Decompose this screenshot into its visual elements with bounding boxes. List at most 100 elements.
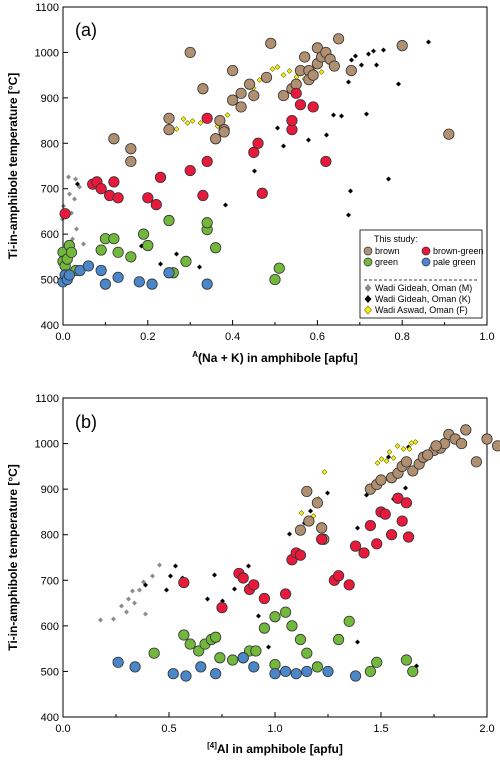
- panel-label: (b): [75, 412, 97, 432]
- data-point: [112, 271, 124, 283]
- series-green: [148, 606, 419, 678]
- x-axis-label-main: Al in amphibole [apfu]: [217, 742, 343, 756]
- y-tick-label: 700: [41, 184, 59, 196]
- data-point: [59, 208, 71, 220]
- y-tick-label: 400: [41, 320, 59, 332]
- y-tick-label: 600: [41, 621, 59, 633]
- data-point: [163, 112, 175, 124]
- data-point: [146, 278, 158, 290]
- data-point: [210, 242, 222, 254]
- data-point: [195, 661, 207, 673]
- y-tick-label: 500: [41, 666, 59, 678]
- legend-box: [359, 229, 483, 319]
- data-point: [180, 670, 192, 682]
- y-tick-label: 500: [41, 275, 59, 287]
- data-point: [322, 665, 334, 678]
- data-point: [320, 155, 332, 168]
- data-point: [197, 83, 209, 95]
- x-tick-label: 1.0: [267, 723, 282, 735]
- data-point: [290, 87, 302, 99]
- data-point: [279, 606, 292, 618]
- data-point: [180, 255, 192, 267]
- data-point: [430, 440, 442, 452]
- y-tick-label: 800: [41, 530, 59, 542]
- data-point: [210, 668, 222, 680]
- y-tick-label: 700: [41, 575, 59, 587]
- y-tick-label: 1000: [35, 47, 59, 59]
- x-axis-label-superscript: [4]: [207, 741, 217, 750]
- data-point: [371, 656, 383, 668]
- y-axis-label: Ti-in-amphibole temperature [°C]: [6, 73, 20, 260]
- diamond-marker-icon: [98, 562, 162, 623]
- y-tick-label: 1100: [35, 393, 59, 405]
- data-point: [290, 668, 302, 680]
- data-point: [74, 264, 86, 277]
- data-point: [125, 143, 137, 155]
- data-point: [184, 46, 196, 59]
- data-point: [108, 176, 120, 188]
- data-point: [385, 529, 398, 541]
- data-point: [112, 656, 124, 668]
- data-point: [265, 37, 277, 49]
- data-point: [142, 239, 154, 252]
- x-axis-label: [4]Al in amphibole [apfu]: [207, 741, 343, 756]
- data-point: [286, 114, 298, 127]
- data-point: [311, 42, 323, 54]
- literature-diamond-markers-b: [98, 439, 419, 669]
- data-point: [422, 449, 434, 461]
- data-point: [214, 114, 226, 127]
- data-point: [269, 668, 281, 680]
- x-tick-label: 0.4: [225, 331, 240, 343]
- data-point: [184, 638, 196, 650]
- data-point: [235, 101, 247, 113]
- x-tick-label: 1.5: [373, 723, 388, 735]
- data-point: [332, 33, 345, 45]
- data-point: [150, 199, 162, 211]
- data-point: [250, 645, 262, 657]
- series-brown-green: [59, 87, 332, 220]
- data-point: [129, 661, 141, 673]
- x-axis-label-superscript: A: [192, 350, 198, 359]
- data-point: [294, 633, 307, 646]
- data-point: [184, 164, 196, 177]
- data-point: [307, 101, 319, 113]
- data-point: [279, 588, 292, 600]
- data-point: [201, 155, 213, 168]
- data-point: [248, 89, 260, 102]
- x-tick-label: 0.0: [55, 723, 70, 735]
- data-point: [301, 485, 313, 498]
- legend-circle-marker: [363, 257, 373, 267]
- data-point: [400, 456, 413, 468]
- chart-panel-a: 0.0 0.2 0.4 0.6 0.8 1.0 400 500 600 700 800 900 1000…: [6, 2, 495, 365]
- data-point: [396, 40, 408, 52]
- data-point: [65, 246, 78, 258]
- x-tick-label: 0.2: [140, 331, 155, 343]
- data-point: [455, 437, 468, 450]
- data-point: [379, 508, 391, 520]
- panel-label: (a): [75, 20, 97, 40]
- data-point: [258, 622, 270, 634]
- data-point: [343, 579, 355, 591]
- data-point: [343, 615, 355, 627]
- data-point: [82, 260, 95, 272]
- data-point: [294, 99, 307, 111]
- data-point: [277, 89, 290, 102]
- y-tick-label: 800: [41, 138, 59, 150]
- data-point: [460, 424, 472, 436]
- y-axis-label: Ti-in-amphibole temperature [°C]: [6, 464, 20, 651]
- data-point: [375, 474, 387, 486]
- legend-circle-marker: [421, 246, 431, 256]
- legend-item-label: pale green: [433, 257, 476, 267]
- data-point: [316, 533, 328, 545]
- data-point: [201, 278, 213, 290]
- data-point: [402, 531, 415, 543]
- legend-item-label: Wadi Gideah, Oman (M): [375, 283, 472, 293]
- data-point: [279, 665, 292, 678]
- data-point: [243, 78, 256, 90]
- data-point: [316, 522, 328, 534]
- x-tick-label: 0.6: [310, 331, 325, 343]
- y-tick-label: 1000: [35, 439, 59, 451]
- data-point: [201, 112, 213, 124]
- data-point: [197, 189, 209, 202]
